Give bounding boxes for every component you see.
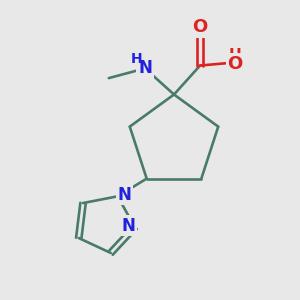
Text: O: O xyxy=(227,55,243,73)
Text: N: N xyxy=(117,186,131,204)
Text: O: O xyxy=(192,18,207,36)
Text: N: N xyxy=(138,59,152,77)
Text: H: H xyxy=(229,48,242,63)
Text: N: N xyxy=(121,217,135,235)
Text: H: H xyxy=(131,52,142,66)
